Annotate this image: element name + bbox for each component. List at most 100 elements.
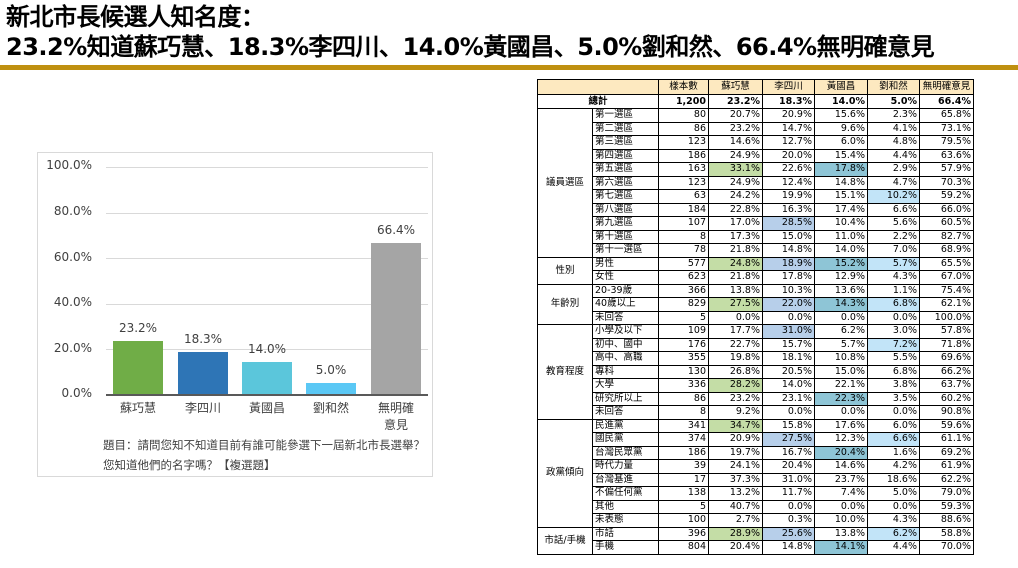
y-tick-80: 80.0%: [53, 204, 92, 218]
table-cell: 109: [658, 324, 709, 339]
group-label: 教育程度: [537, 324, 593, 420]
table-row: 性別 男性 577 24.8% 18.9% 15.2% 5.7% 65.5%: [537, 256, 974, 285]
table-cell: 14.6%: [708, 135, 763, 150]
table-cell: 396: [658, 526, 709, 541]
x-category-line: 蘇巧慧: [119, 401, 156, 415]
gridline: [106, 167, 428, 168]
table-cell: 24.9%: [708, 175, 763, 190]
table-cell: 11.7%: [762, 486, 815, 501]
table-row: 台灣基進 17 37.3% 31.0% 23.7% 18.6% 62.2%: [538, 472, 974, 487]
table-cell: 12.3%: [814, 432, 868, 447]
table-cell: 2.2%: [867, 229, 920, 244]
table-cell: 15.6%: [814, 108, 868, 123]
table-cell: 3.5%: [867, 391, 920, 406]
table-cell: 17: [658, 472, 709, 487]
table-cell: 6.8%: [867, 364, 920, 379]
table-cell: 184: [658, 202, 709, 217]
table-row: 第八選區 184 22.8% 16.3% 17.4% 6.6% 66.0%: [538, 202, 974, 217]
row-label: 男性: [592, 256, 659, 271]
table-cell: 7.2%: [867, 337, 920, 352]
table-header-row: 樣本數 蘇巧慧 李四川 黃國昌 劉和然 無明確意見: [537, 79, 974, 95]
bar-value-label: 66.4%: [376, 223, 416, 237]
row-label: 小學及以下: [592, 324, 659, 339]
table-row: 初中、國中 176 22.7% 15.7% 5.7% 7.2% 71.8%: [538, 337, 974, 352]
x-category-label: 李四川: [173, 400, 233, 417]
table-cell: 4.8%: [867, 135, 920, 150]
table-cell: 0.0%: [708, 310, 763, 325]
table-cell: 20.7%: [708, 108, 763, 123]
table-cell: 10.8%: [814, 351, 868, 366]
total-cell: 18.3%: [762, 94, 815, 109]
table-cell: 66.2%: [919, 364, 974, 379]
row-label: 初中、國中: [592, 337, 659, 352]
table-cell: 4.4%: [867, 148, 920, 163]
row-label: 台灣民眾黨: [592, 445, 659, 460]
table-row: 議員選區 第一選區 80 20.7% 20.9% 15.6% 2.3% 65.8%: [537, 108, 974, 258]
table-cell: 58.8%: [919, 526, 974, 541]
table-cell: 6.2%: [867, 526, 920, 541]
row-label: 第三選區: [592, 135, 659, 150]
table-cell: 6.6%: [867, 202, 920, 217]
table-cell: 82.7%: [919, 229, 974, 244]
table-row: 市話/手機 市話 396 28.9% 25.6% 13.8% 6.2% 58.8%: [537, 526, 974, 555]
table-cell: 31.0%: [762, 324, 815, 339]
table-cell: 22.7%: [708, 337, 763, 352]
table-cell: 6.0%: [867, 418, 920, 433]
table-cell: 6.0%: [814, 135, 868, 150]
table-row: 大學 336 28.2% 14.0% 22.1% 3.8% 63.7%: [538, 378, 974, 393]
table-cell: 0.3%: [762, 513, 815, 528]
table-cell: 22.3%: [814, 391, 868, 406]
table-cell: 130: [658, 364, 709, 379]
table-cell: 3.8%: [867, 378, 920, 393]
table-cell: 6.6%: [867, 432, 920, 447]
table-cell: 3.0%: [867, 324, 920, 339]
row-label: 第四選區: [592, 148, 659, 163]
table-cell: 63.6%: [919, 148, 974, 163]
y-tick-60: 60.0%: [53, 250, 92, 264]
bar: [113, 341, 163, 394]
table-cell: 13.2%: [708, 486, 763, 501]
table-cell: 16.7%: [762, 445, 815, 460]
bar: [371, 243, 421, 394]
y-tick-100: 100.0%: [46, 158, 92, 172]
table-cell: 18.9%: [762, 256, 815, 271]
total-row: 總計 1,200 23.2% 18.3% 14.0% 5.0% 66.4%: [537, 94, 974, 109]
table-cell: 1.1%: [867, 283, 920, 298]
total-cell: 5.0%: [867, 94, 920, 109]
table-cell: 100.0%: [919, 310, 974, 325]
table-cell: 33.1%: [708, 162, 763, 177]
table-row: 政黨傾向 民進黨 341 34.7% 15.8% 17.6% 6.0% 59.6%: [537, 418, 974, 528]
total-cell: 1,200: [658, 94, 709, 109]
table-cell: 14.7%: [762, 121, 815, 136]
total-cell: 23.2%: [708, 94, 763, 109]
table-row: 時代力量 39 24.1% 20.4% 14.6% 4.2% 61.9%: [538, 459, 974, 474]
row-label: 40歲以上: [592, 297, 659, 312]
table-cell: 13.8%: [708, 283, 763, 298]
table-cell: 61.1%: [919, 432, 974, 447]
y-tick-40: 40.0%: [53, 295, 92, 309]
page-subtitle: 23.2%知道蘇巧慧、18.3%李四川、14.0%黃國昌、5.0%劉和然、66.…: [6, 33, 935, 61]
row-label: 民進黨: [592, 418, 659, 433]
row-label: 第九選區: [592, 216, 659, 231]
table-cell: 23.2%: [708, 391, 763, 406]
table-cell: 22.8%: [708, 202, 763, 217]
x-category-line: 劉和然: [312, 401, 349, 415]
table-cell: 0.0%: [762, 310, 815, 325]
page-title: 新北市長候選人知名度：: [6, 3, 265, 31]
table-cell: 355: [658, 351, 709, 366]
table-cell: 63.7%: [919, 378, 974, 393]
table-cell: 10.4%: [814, 216, 868, 231]
table-cell: 0.0%: [762, 405, 815, 420]
table-cell: 8: [658, 405, 709, 420]
table-row: 第二選區 86 23.2% 14.7% 9.6% 4.1% 73.1%: [538, 121, 974, 136]
table-cell: 138: [658, 486, 709, 501]
table-cell: 17.6%: [814, 418, 868, 433]
table-cell: 57.8%: [919, 324, 974, 339]
group-label: 議員選區: [537, 108, 593, 258]
row-label: 專科: [592, 364, 659, 379]
bar: [306, 383, 356, 394]
table-cell: 10.3%: [762, 283, 815, 298]
table-cell: 4.2%: [867, 459, 920, 474]
group-label: 性別: [537, 256, 593, 285]
row-label: 大學: [592, 378, 659, 393]
